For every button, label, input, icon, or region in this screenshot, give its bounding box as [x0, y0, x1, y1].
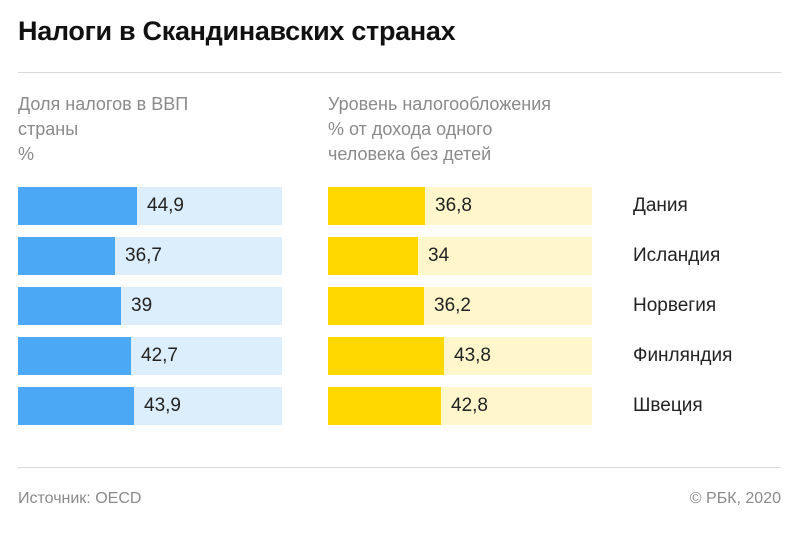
gdp-bar-1: [18, 237, 115, 275]
right-chart-subtitle: Уровень налогообложения % от дохода одно…: [328, 92, 551, 167]
rate-value-label-4: 42,8: [451, 395, 488, 416]
gdp-value-label-3: 42,7: [141, 345, 178, 366]
rate-bar-1: [328, 237, 418, 275]
gdp-value-label-0: 44,9: [147, 195, 184, 216]
gdp-bar-3: [18, 337, 131, 375]
gdp-bar-track-1: 36,7: [18, 237, 282, 275]
gdp-bar-track-0: 44,9: [18, 187, 282, 225]
copyright-note: © РБК, 2020: [689, 490, 781, 507]
gdp-bar-2: [18, 287, 121, 325]
gdp-bar-track-3: 42,7: [18, 337, 282, 375]
country-label-0: Дания: [633, 195, 688, 216]
rate-bar-0: [328, 187, 425, 225]
rate-bar-3: [328, 337, 444, 375]
gdp-bar-track-4: 43,9: [18, 387, 282, 425]
bottom-divider: [18, 467, 781, 468]
rate-bar-track-1: 34: [328, 237, 592, 275]
rate-value-label-3: 43,8: [454, 345, 491, 366]
right-subtitle-line-1: Уровень налогообложения: [328, 94, 552, 114]
left-subtitle-line-1: Доля налогов в ВВП: [18, 94, 189, 114]
rate-bar-track-0: 36,8: [328, 187, 592, 225]
right-subtitle-line-3: человека без детей: [328, 144, 492, 164]
country-label-2: Норвегия: [633, 295, 717, 316]
rate-bar-2: [328, 287, 424, 325]
rate-bar-track-3: 43,8: [328, 337, 592, 375]
rate-value-label-1: 34: [428, 245, 450, 266]
rate-bar-track-4: 42,8: [328, 387, 592, 425]
gdp-value-label-4: 43,9: [144, 395, 181, 416]
country-label-4: Швеция: [633, 395, 703, 416]
left-chart-subtitle: Доля налогов в ВВП страны %: [18, 92, 188, 167]
country-label-1: Исландия: [633, 245, 721, 266]
rate-value-label-0: 36,8: [435, 195, 472, 216]
country-label-3: Финляндия: [633, 345, 733, 366]
rate-bar-track-2: 36,2: [328, 287, 592, 325]
top-divider: [18, 72, 781, 73]
gdp-bar-4: [18, 387, 134, 425]
gdp-value-label-2: 39: [131, 295, 153, 316]
left-subtitle-line-3: %: [18, 144, 35, 164]
source-note: Источник: OECD: [18, 490, 142, 507]
chart-title: Налоги в Скандинавских странах: [18, 16, 456, 46]
rate-value-label-2: 36,2: [434, 295, 471, 316]
left-subtitle-line-2: страны: [18, 119, 79, 139]
gdp-value-label-1: 36,7: [125, 245, 162, 266]
right-subtitle-line-2: % от дохода одного: [328, 119, 493, 139]
rate-bar-4: [328, 387, 441, 425]
gdp-bar-track-2: 39: [18, 287, 282, 325]
gdp-bar-0: [18, 187, 137, 225]
